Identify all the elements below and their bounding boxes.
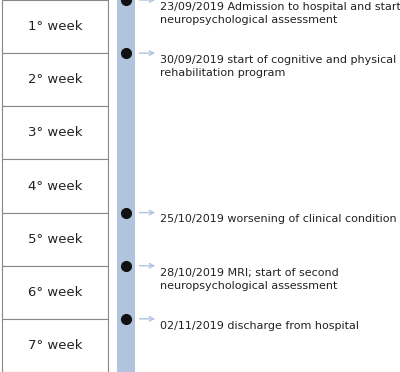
Bar	[2, 106, 108, 160]
Bar	[2, 319, 108, 372]
Bar	[2, 266, 108, 319]
Text: 02/11/2019 discharge from hospital: 02/11/2019 discharge from hospital	[160, 321, 359, 331]
Bar	[2, 212, 108, 266]
Text: 7° week: 7° week	[28, 339, 82, 352]
Text: 23/09/2019 Admission to hospital and start of first
neuropsychological assessmen: 23/09/2019 Admission to hospital and sta…	[160, 2, 400, 25]
Text: 1° week: 1° week	[28, 20, 82, 33]
Text: 25/10/2019 worsening of clinical condition: 25/10/2019 worsening of clinical conditi…	[160, 214, 397, 224]
Text: 4° week: 4° week	[28, 180, 82, 192]
Text: 6° week: 6° week	[28, 286, 82, 299]
Text: 3° week: 3° week	[28, 126, 82, 140]
Bar	[2, 160, 108, 212]
Text: 5° week: 5° week	[28, 232, 82, 246]
Text: 30/09/2019 start of cognitive and physical
rehabilitation program: 30/09/2019 start of cognitive and physic…	[160, 55, 396, 78]
Bar	[2, 0, 108, 53]
Bar	[117, 0, 135, 372]
Text: 28/10/2019 MRI; start of second
neuropsychological assessment: 28/10/2019 MRI; start of second neuropsy…	[160, 267, 339, 291]
Text: 2° week: 2° week	[28, 73, 82, 86]
Bar	[2, 53, 108, 106]
